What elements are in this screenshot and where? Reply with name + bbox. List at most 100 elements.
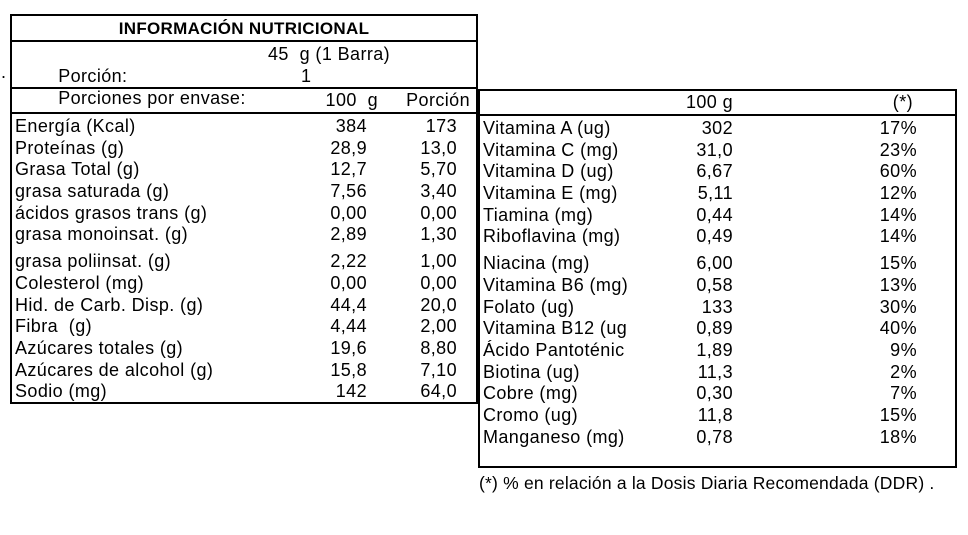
nutrient-value-100g: 0,00 bbox=[330, 272, 367, 293]
vitamin-rows: Vitamina A (ug) 302 17% Vitamina C (mg) … bbox=[480, 116, 955, 448]
macro-rows: Energía (Kcal) 384 173 Proteínas (g) 28,… bbox=[12, 114, 476, 403]
nutrient-label: Sodio (mg) bbox=[15, 381, 108, 402]
vitamin-ddr-percent: 60% bbox=[879, 161, 917, 182]
vitamin-label: Tiamina (mg) bbox=[483, 204, 594, 225]
nutrient-row: grasa monoinsat. (g) 2,89 1,30 bbox=[12, 224, 476, 246]
nutrient-label: grasa monoinsat. (g) bbox=[15, 224, 189, 245]
stray-period: . bbox=[1, 62, 7, 82]
vitamin-value-100g: 1,89 bbox=[696, 339, 733, 360]
nutrient-value-100g: 2,22 bbox=[330, 251, 367, 272]
vitamin-row: Riboflavina (mg) 0,49 14% bbox=[480, 226, 955, 248]
nutrient-row: Hid. de Carb. Disp. (g) 44,4 20,0 bbox=[12, 295, 476, 317]
vitamin-value-100g: 31,0 bbox=[696, 139, 733, 160]
vitamin-row: Vitamina B6 (mg) 0,58 13% bbox=[480, 275, 955, 297]
nutrient-value-100g: 19,6 bbox=[330, 337, 367, 358]
vitamin-row: Cromo (ug) 11,8 15% bbox=[480, 405, 955, 427]
nutrient-label: Colesterol (mg) bbox=[15, 272, 145, 293]
vitamin-value-100g: 0,49 bbox=[696, 226, 733, 247]
nutrient-label: grasa poliinsat. (g) bbox=[15, 251, 172, 272]
vitamin-row: Tiamina (mg) 0,44 14% bbox=[480, 205, 955, 227]
nutrient-value-portion: 8,80 bbox=[420, 337, 457, 358]
vitamin-row: Niacina (mg) 6,00 15% bbox=[480, 253, 955, 275]
nutrient-value-100g: 28,9 bbox=[330, 137, 367, 158]
vitamin-ddr-percent: 15% bbox=[879, 404, 917, 425]
nutrient-value-100g: 142 bbox=[335, 381, 367, 402]
vitamin-label: Vitamina C (mg) bbox=[483, 139, 619, 160]
vitamin-value-100g: 0,89 bbox=[696, 318, 733, 339]
vitamin-row: Vitamina B12 (ug 0,89 40% bbox=[480, 318, 955, 340]
nutrient-row: Proteínas (g) 28,9 13,0 bbox=[12, 138, 476, 160]
vitamin-ddr-percent: 9% bbox=[890, 339, 917, 360]
vitamin-label: Manganeso (mg) bbox=[483, 426, 625, 447]
nutrient-row: ácidos grasos trans (g) 0,00 0,00 bbox=[12, 203, 476, 225]
nutrient-value-100g: 2,89 bbox=[330, 224, 367, 245]
serving-size-row: Porción: 45 g (1 Barra) bbox=[12, 43, 476, 86]
vitamin-label: Vitamina E (mg) bbox=[483, 183, 618, 204]
nutrient-row: Colesterol (mg) 0,00 0,00 bbox=[12, 273, 476, 295]
nutrient-value-100g: 0,00 bbox=[330, 202, 367, 223]
vitamin-value-100g: 11,8 bbox=[697, 404, 733, 425]
macronutrient-table: INFORMACIÓN NUTRICIONAL Porción: 45 g (1… bbox=[10, 14, 478, 404]
vitamin-value-100g: 133 bbox=[701, 296, 733, 317]
macro-column-header-row: 100 g Porción bbox=[12, 89, 476, 114]
nutrient-label: Energía (Kcal) bbox=[15, 116, 136, 136]
vitamin-label: Vitamina B6 (mg) bbox=[483, 274, 629, 295]
nutrient-value-portion: 64,0 bbox=[420, 381, 457, 402]
vitamin-ddr-percent: 14% bbox=[879, 204, 917, 225]
vitamin-label: Cromo (ug) bbox=[483, 404, 579, 425]
vitamin-row: Manganeso (mg) 0,78 18% bbox=[480, 427, 955, 449]
serving-info-section: Porción: 45 g (1 Barra) Porciones por en… bbox=[12, 42, 476, 108]
vitamin-label: Riboflavina (mg) bbox=[483, 226, 621, 247]
vitamin-value-100g: 0,30 bbox=[696, 383, 733, 404]
vitamin-label: Niacina (mg) bbox=[483, 253, 590, 274]
nutrient-label: Fibra (g) bbox=[15, 316, 93, 337]
servings-per-pack-value: 1 bbox=[301, 66, 312, 86]
column-header-portion: Porción bbox=[406, 90, 470, 110]
nutrient-value-100g: 384 bbox=[335, 116, 367, 136]
vitamin-ddr-percent: 17% bbox=[879, 118, 917, 138]
nutrient-row: Fibra (g) 4,44 2,00 bbox=[12, 316, 476, 338]
vitamin-label: Ácido Pantoténic bbox=[483, 339, 625, 360]
nutrient-value-portion: 2,00 bbox=[420, 316, 457, 337]
vitamin-ddr-percent: 18% bbox=[879, 426, 917, 447]
vitamin-ddr-percent: 13% bbox=[879, 274, 917, 295]
column-header-ddr: (*) bbox=[892, 92, 913, 112]
micronutrient-table: 100 g (*) Vitamina A (ug) 302 17% Vitami… bbox=[478, 89, 957, 468]
vitamin-label: Vitamina B12 (ug bbox=[483, 318, 628, 339]
vitamin-value-100g: 0,44 bbox=[696, 204, 733, 225]
nutrient-value-100g: 4,44 bbox=[330, 316, 367, 337]
nutrient-row: grasa poliinsat. (g) 2,22 1,00 bbox=[12, 251, 476, 273]
vitamin-label: Vitamina D (ug) bbox=[483, 161, 614, 182]
nutrient-label: Proteínas (g) bbox=[15, 137, 125, 158]
servings-per-pack-row: Porciones por envase: 1 bbox=[12, 65, 476, 108]
vitamin-value-100g: 0,58 bbox=[696, 274, 733, 295]
nutrient-row: Sodio (mg) 142 64,0 bbox=[12, 381, 476, 403]
vitamin-value-100g: 11,3 bbox=[697, 361, 733, 382]
vitamin-row: Vitamina D (ug) 6,67 60% bbox=[480, 161, 955, 183]
vitamin-row: Vitamina C (mg) 31,0 23% bbox=[480, 140, 955, 162]
vitamin-label: Vitamina A (ug) bbox=[483, 118, 611, 138]
nutrient-value-portion: 5,70 bbox=[420, 159, 457, 180]
vitamin-ddr-percent: 7% bbox=[890, 383, 917, 404]
nutrient-row: Grasa Total (g) 12,7 5,70 bbox=[12, 159, 476, 181]
table-title: INFORMACIÓN NUTRICIONAL bbox=[12, 16, 476, 42]
vitamin-ddr-percent: 30% bbox=[879, 296, 917, 317]
vitamin-ddr-percent: 40% bbox=[879, 318, 917, 339]
vitamin-value-100g: 6,00 bbox=[696, 253, 733, 274]
vitamin-column-header-row: 100 g (*) bbox=[480, 91, 955, 116]
nutrient-row: Azúcares de alcohol (g) 15,8 7,10 bbox=[12, 360, 476, 382]
nutrient-row: Azúcares totales (g) 19,6 8,80 bbox=[12, 338, 476, 360]
vitamin-row: Ácido Pantoténic 1,89 9% bbox=[480, 340, 955, 362]
nutrient-value-portion: 7,10 bbox=[420, 359, 457, 380]
serving-size-value: 45 g (1 Barra) bbox=[268, 44, 391, 64]
vitamin-row: Folato (ug) 133 30% bbox=[480, 297, 955, 319]
servings-per-pack-label: Porciones por envase: bbox=[58, 88, 246, 108]
nutrient-value-100g: 12,7 bbox=[330, 159, 367, 180]
nutrient-value-portion: 0,00 bbox=[420, 202, 457, 223]
nutrient-label: grasa saturada (g) bbox=[15, 181, 170, 202]
nutrient-value-portion: 1,00 bbox=[420, 251, 457, 272]
nutrient-label: ácidos grasos trans (g) bbox=[15, 202, 208, 223]
nutrient-value-100g: 7,56 bbox=[330, 181, 367, 202]
vitamin-value-100g: 302 bbox=[701, 118, 733, 138]
nutrient-label: Azúcares totales (g) bbox=[15, 337, 184, 358]
